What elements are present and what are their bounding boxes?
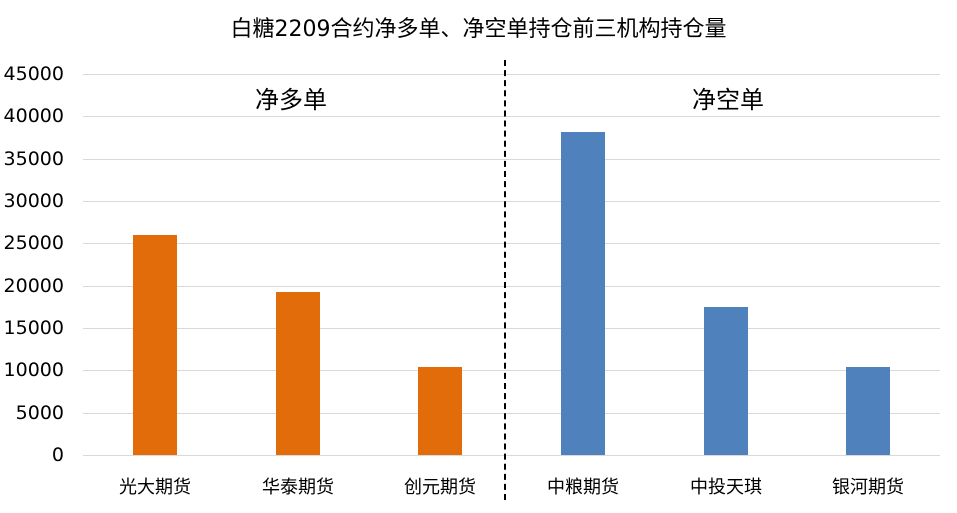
group-divider — [504, 60, 506, 500]
gridline — [83, 370, 940, 371]
y-tick-label: 5000 — [15, 402, 64, 424]
x-tick-label: 华泰期货 — [262, 477, 334, 498]
bar — [561, 132, 605, 455]
group-label-net-short: 净空单 — [692, 86, 764, 114]
y-tick-label: 45000 — [3, 63, 64, 85]
y-tick-label: 25000 — [3, 232, 64, 254]
gridline — [83, 201, 940, 202]
gridline — [83, 159, 940, 160]
y-tick-label: 0 — [51, 444, 64, 466]
bar — [133, 234, 177, 455]
x-tick-label: 中投天琪 — [690, 477, 762, 498]
gridline — [83, 286, 940, 287]
gridline — [83, 116, 940, 117]
y-tick-label: 20000 — [3, 275, 64, 297]
group-label-net-long: 净多单 — [255, 86, 327, 114]
gridline — [83, 328, 940, 329]
gridline — [83, 455, 940, 456]
y-tick-label: 15000 — [3, 317, 64, 339]
x-tick-label: 银河期货 — [832, 477, 904, 498]
bar — [846, 366, 890, 455]
y-tick-label: 40000 — [3, 105, 64, 127]
bar — [418, 366, 462, 455]
y-tick-label: 35000 — [3, 148, 64, 170]
x-tick-label: 中粮期货 — [547, 477, 619, 498]
bar — [276, 291, 320, 455]
gridline — [83, 413, 940, 414]
chart-title: 白糖2209合约净多单、净空单持仓前三机构持仓量 — [230, 17, 727, 42]
gridline — [83, 74, 940, 75]
x-tick-label: 创元期货 — [404, 477, 476, 498]
x-tick-label: 光大期货 — [119, 477, 191, 498]
y-tick-label: 30000 — [3, 190, 64, 212]
gridline — [83, 243, 940, 244]
y-tick-label: 10000 — [3, 359, 64, 381]
bar — [704, 306, 748, 455]
